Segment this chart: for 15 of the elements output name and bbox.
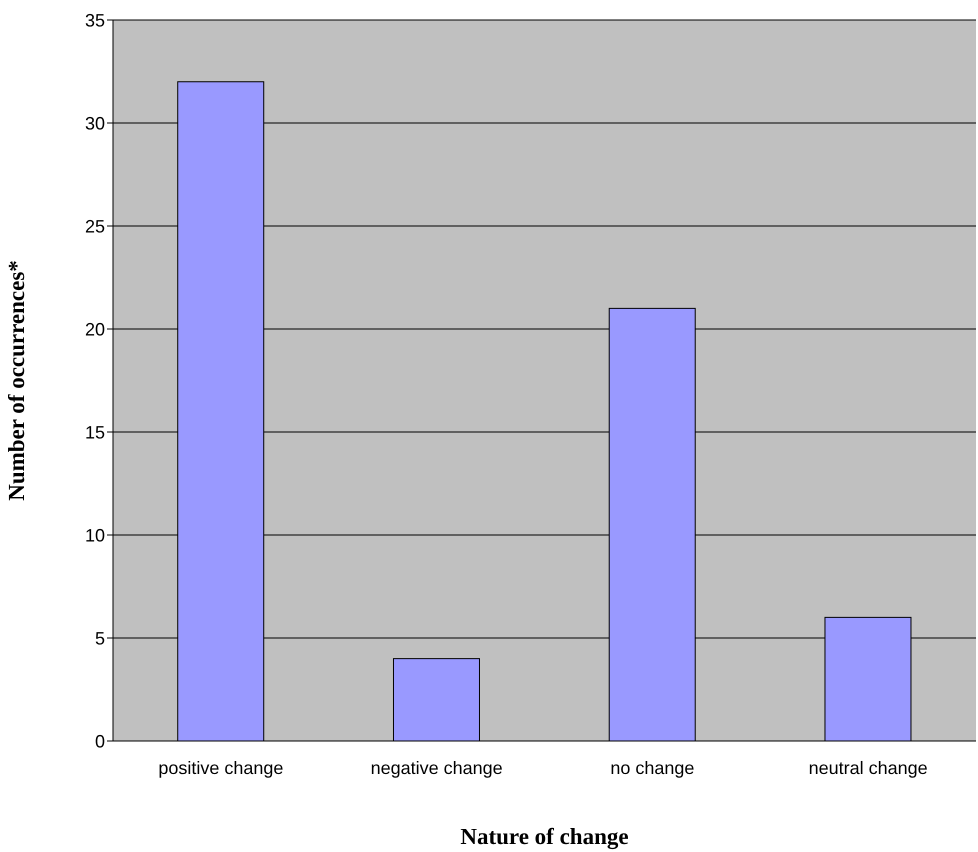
- y-tick-label: 10: [84, 525, 105, 546]
- y-tick-label: 15: [84, 422, 105, 442]
- y-tick-label: 25: [84, 216, 105, 236]
- y-tick-label: 35: [84, 10, 105, 30]
- y-tick-label: 0: [94, 731, 105, 752]
- y-tick-label: 5: [94, 628, 105, 648]
- y-tick-label: 30: [84, 113, 105, 134]
- y-axis-title: Number of occurrences*: [4, 260, 30, 501]
- x-tick-label: neutral change: [808, 758, 928, 778]
- x-axis-title: Nature of change: [460, 824, 629, 850]
- x-tick-label: no change: [610, 758, 694, 778]
- x-tick-label: negative change: [370, 758, 503, 778]
- x-tick-label: positive change: [158, 758, 284, 778]
- bar: [392, 658, 480, 741]
- y-tick-label: 20: [84, 319, 105, 340]
